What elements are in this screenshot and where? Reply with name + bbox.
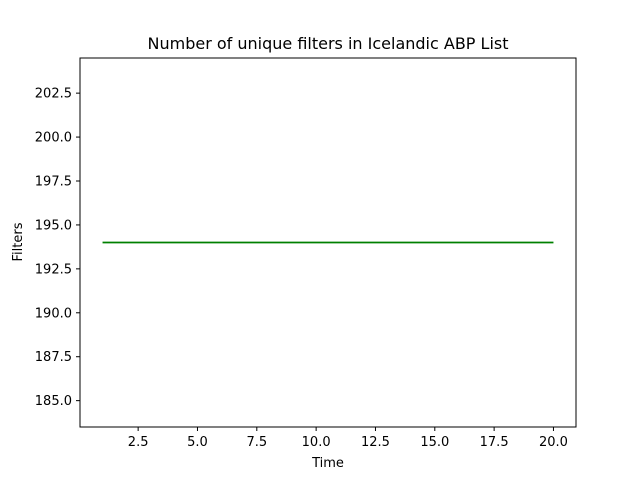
y-axis-ticks: 185.0 187.5 190.0 192.5 195.0 197.5 200.0 202.5 bbox=[35, 87, 80, 409]
x-tick-label: 7.5 bbox=[246, 435, 267, 450]
plot-area-frame bbox=[79, 57, 577, 428]
x-tick-label: 2.5 bbox=[128, 435, 149, 450]
y-tick-label: 192.5 bbox=[35, 262, 72, 277]
x-tick-label: 20.0 bbox=[539, 435, 568, 450]
chart-title: Number of unique filters in Icelandic AB… bbox=[148, 34, 509, 53]
x-tick-label: 17.5 bbox=[480, 435, 509, 450]
y-tick-label: 187.5 bbox=[35, 350, 72, 365]
x-tick-label: 15.0 bbox=[420, 435, 449, 450]
y-tick-label: 195.0 bbox=[35, 218, 72, 233]
x-tick-label: 12.5 bbox=[361, 435, 390, 450]
x-axis-ticks: 2.5 5.0 7.5 10.0 12.5 15.0 17.5 20.0 bbox=[128, 427, 568, 450]
y-tick-label: 197.5 bbox=[35, 175, 72, 190]
x-axis-label: Time bbox=[311, 456, 344, 471]
y-tick-label: 200.0 bbox=[35, 131, 72, 146]
x-tick-label: 5.0 bbox=[187, 435, 208, 450]
y-tick-label: 202.5 bbox=[35, 87, 72, 102]
y-tick-label: 185.0 bbox=[35, 394, 72, 409]
x-tick-label: 10.0 bbox=[302, 435, 331, 450]
y-axis-label: Filters bbox=[11, 222, 26, 261]
y-tick-label: 190.0 bbox=[35, 306, 72, 321]
